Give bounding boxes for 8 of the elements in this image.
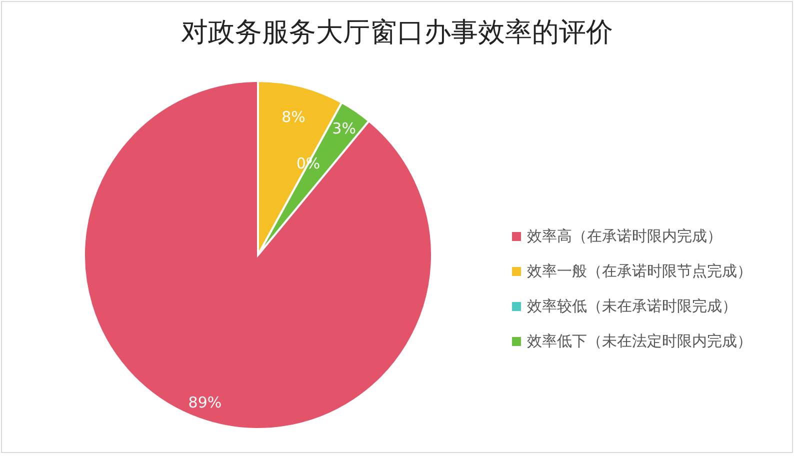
legend-label: 效率低下（未在法定时限内完成）: [527, 331, 752, 352]
legend-label: 效率一般（在承诺时限节点完成）: [527, 261, 752, 282]
legend-label: 效率高（在承诺时限内完成）: [527, 226, 722, 247]
chart-title: 对政务服务大厅窗口办事效率的评价: [180, 16, 614, 50]
data-label: 89%: [188, 393, 222, 412]
legend-label: 效率较低（未在承诺时限完成）: [527, 296, 737, 317]
data-label: 3%: [332, 119, 356, 138]
data-label: 8%: [282, 108, 306, 126]
